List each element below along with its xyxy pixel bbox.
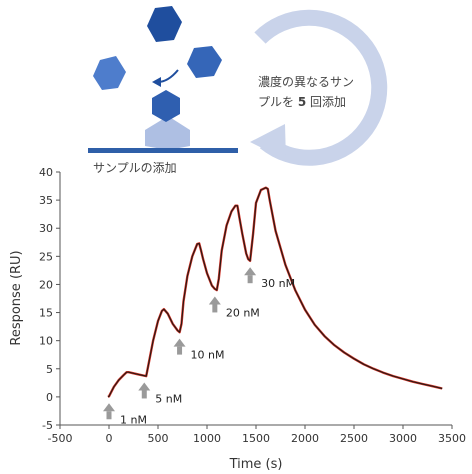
hexagon-molecule-icon	[147, 6, 182, 42]
injection-arrow-head	[244, 267, 257, 276]
injection-arrow-shaft	[141, 390, 147, 399]
x-axis-title: Time (s)	[229, 457, 283, 472]
injection-label: 20 nM	[226, 306, 260, 319]
x-tick-label: -500	[48, 432, 73, 445]
sensorgram-line	[107, 187, 443, 398]
fit-line	[107, 186, 443, 398]
y-tick-label: -5	[42, 419, 53, 432]
x-tick-label: 0	[106, 432, 113, 445]
y-tick-label: 20	[39, 278, 53, 291]
x-ticks: -500 0 500 1000 1500 2000 2500 3000 3500	[48, 425, 466, 445]
injection-arrow-head	[103, 403, 115, 412]
y-axis-title: Response (RU)	[9, 250, 24, 345]
y-tick-label: 5	[46, 363, 53, 376]
cycle-text-line2: プルを 5 回添加	[258, 95, 346, 109]
x-tick-label: 2000	[291, 432, 319, 445]
hexagon-molecule-icon	[93, 56, 126, 90]
injection-arrow-shaft	[247, 275, 253, 284]
injection-arrow-head	[138, 382, 151, 391]
cycle-arrowhead-icon	[250, 124, 286, 160]
chart: -5 0 5 10 15 20 25 30 35 40 -500 0 500 1000 1500 2000 2…	[9, 166, 466, 472]
series-group	[107, 186, 443, 398]
ligand-shape	[145, 116, 190, 150]
injection-arrow-shaft	[177, 346, 183, 355]
injection-arrow-head	[208, 296, 221, 305]
injection-label: 30 nM	[261, 277, 295, 290]
curved-arrowhead-icon	[152, 77, 161, 87]
x-tick-label: 3000	[389, 432, 417, 445]
x-tick-label: 1000	[193, 432, 221, 445]
y-tick-label: 35	[39, 194, 53, 207]
injection-arrow-shaft	[212, 304, 218, 313]
y-ticks: -5 0 5 10 15 20 25 30 35 40	[39, 166, 60, 432]
schematic-diagram: 濃度の異なるサン プルを 5 回添加 サンプルの添加	[88, 6, 388, 175]
injections-group: 1 nM 5 nM 10 nM 20 nM 30 nM	[103, 267, 295, 426]
hexagon-molecule-icon	[187, 46, 222, 78]
y-tick-label: 30	[39, 222, 53, 235]
surface-label: サンプルの添加	[93, 161, 177, 175]
x-tick-label: 2500	[340, 432, 368, 445]
sensor-surface	[88, 148, 238, 153]
y-tick-label: 40	[39, 166, 53, 179]
y-tick-label: 0	[46, 391, 53, 404]
cycle-text-line1: 濃度の異なるサン	[258, 74, 354, 89]
cycle-arrow-icon	[254, 9, 388, 166]
injection-arrow-head	[173, 338, 186, 347]
x-tick-label: 500	[148, 432, 169, 445]
y-tick-label: 25	[39, 250, 53, 263]
injection-arrow-shaft	[106, 411, 112, 420]
injection-label: 10 nM	[191, 349, 225, 362]
x-tick-label: 1500	[242, 432, 270, 445]
injection-label: 1 nM	[120, 413, 147, 426]
x-tick-label: 3500	[438, 432, 466, 445]
injection-label: 5 nM	[155, 392, 182, 405]
y-tick-label: 15	[39, 307, 53, 320]
y-tick-label: 10	[39, 335, 53, 348]
hexagon-molecule-icon	[152, 90, 180, 122]
